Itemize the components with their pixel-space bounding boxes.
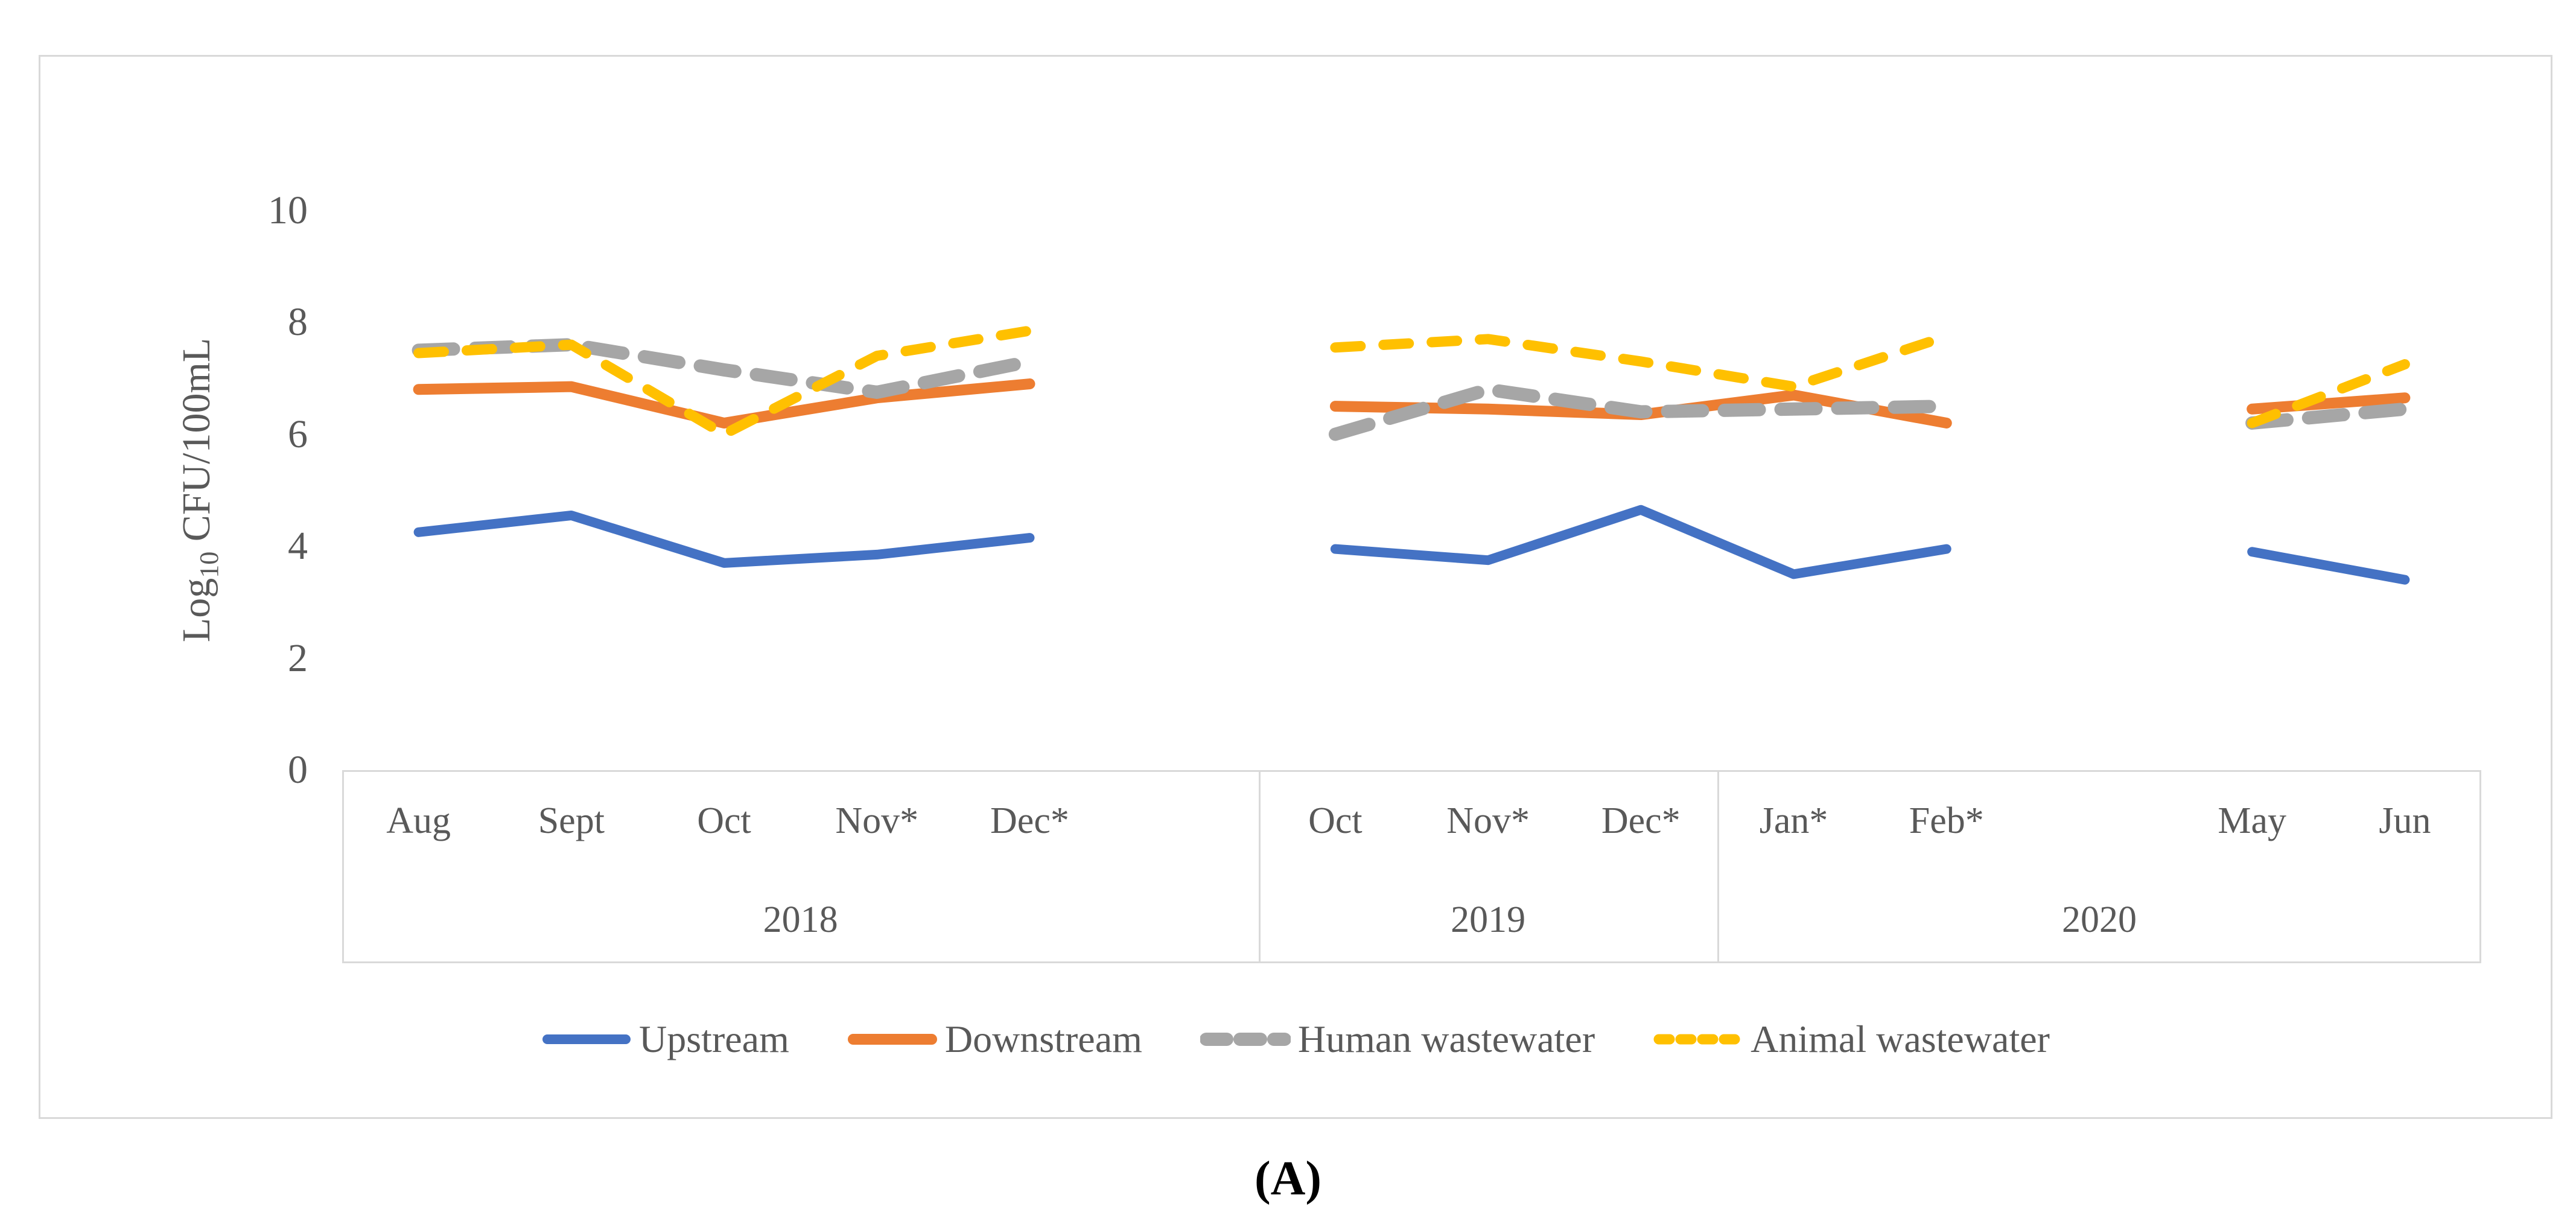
month-label-feb-10: Feb* [1909,800,1984,841]
series-line-upstream [413,510,1035,568]
legend-swatch-solid-line-icon [542,1034,631,1044]
series-line-upstream [2247,547,2410,585]
month-label-dec-8: Dec* [1601,800,1681,841]
month-label-nov-3: Nov* [835,800,919,841]
chart-frame [39,55,2552,1119]
y-tick-10: 10 [268,188,308,232]
category-axis-table [342,770,2481,963]
legend-item-downstream: Downstream [847,1017,1142,1062]
y-tick-2: 2 [288,636,308,680]
series-line-human-wastewater [412,338,1037,399]
month-label-jun-13: Jun [2379,800,2431,841]
series-line-human-wastewater [2245,402,2412,430]
legend-swatch-solid-line-icon [847,1034,937,1045]
series-line-animal-wastewater [413,325,1035,439]
month-label-dec-4: Dec* [990,800,1069,841]
year-label-2019: 2019 [1451,899,1526,940]
year-label-2020: 2020 [2061,899,2137,940]
year-divider [1717,770,1719,963]
month-label-may-12: May [2218,800,2286,841]
series-line-animal-wastewater [1330,331,1952,392]
chart-legend: Upstream Downstream Human wastewater Animal… [39,1009,2552,1069]
legend-swatch-short-dash-line-icon [1653,1034,1743,1045]
series-line-downstream [2247,392,2411,415]
year-divider [1259,770,1261,963]
legend-item-upstream: Upstream [541,1017,789,1062]
series-line-animal-wastewater [2247,359,2410,429]
legend-item-human-wastewater: Human wastewater [1200,1017,1595,1062]
legend-label: Animal wastewater [1751,1018,2050,1060]
month-label-oct-2: Oct [697,800,751,841]
month-label-jan-9: Jan* [1759,800,1828,841]
series-line-downstream [413,378,1035,429]
series-line-upstream [1330,505,1951,579]
legend-item-animal-wastewater: Animal wastewater [1653,1017,2050,1062]
y-axis-title: Log10 CFU/100mL [174,338,224,642]
month-label-nov-7: Nov* [1446,800,1530,841]
legend-swatch-long-dash-line-icon [1200,1033,1291,1046]
y-tick-8: 8 [288,300,308,344]
legend-label: Human wastewater [1297,1018,1595,1060]
series-line-human-wastewater [1328,383,1953,441]
y-tick-6: 6 [288,412,308,456]
month-label-sept-1: Sept [538,800,605,841]
month-label-aug-0: Aug [386,800,451,841]
figure-caption: (A) [1254,1152,1322,1205]
y-tick-0: 0 [288,748,308,792]
year-label-2018: 2018 [763,899,838,940]
legend-label: Upstream [639,1018,789,1060]
legend-label: Downstream [944,1018,1142,1060]
month-label-oct-6: Oct [1308,800,1363,841]
y-tick-4: 4 [288,524,308,568]
